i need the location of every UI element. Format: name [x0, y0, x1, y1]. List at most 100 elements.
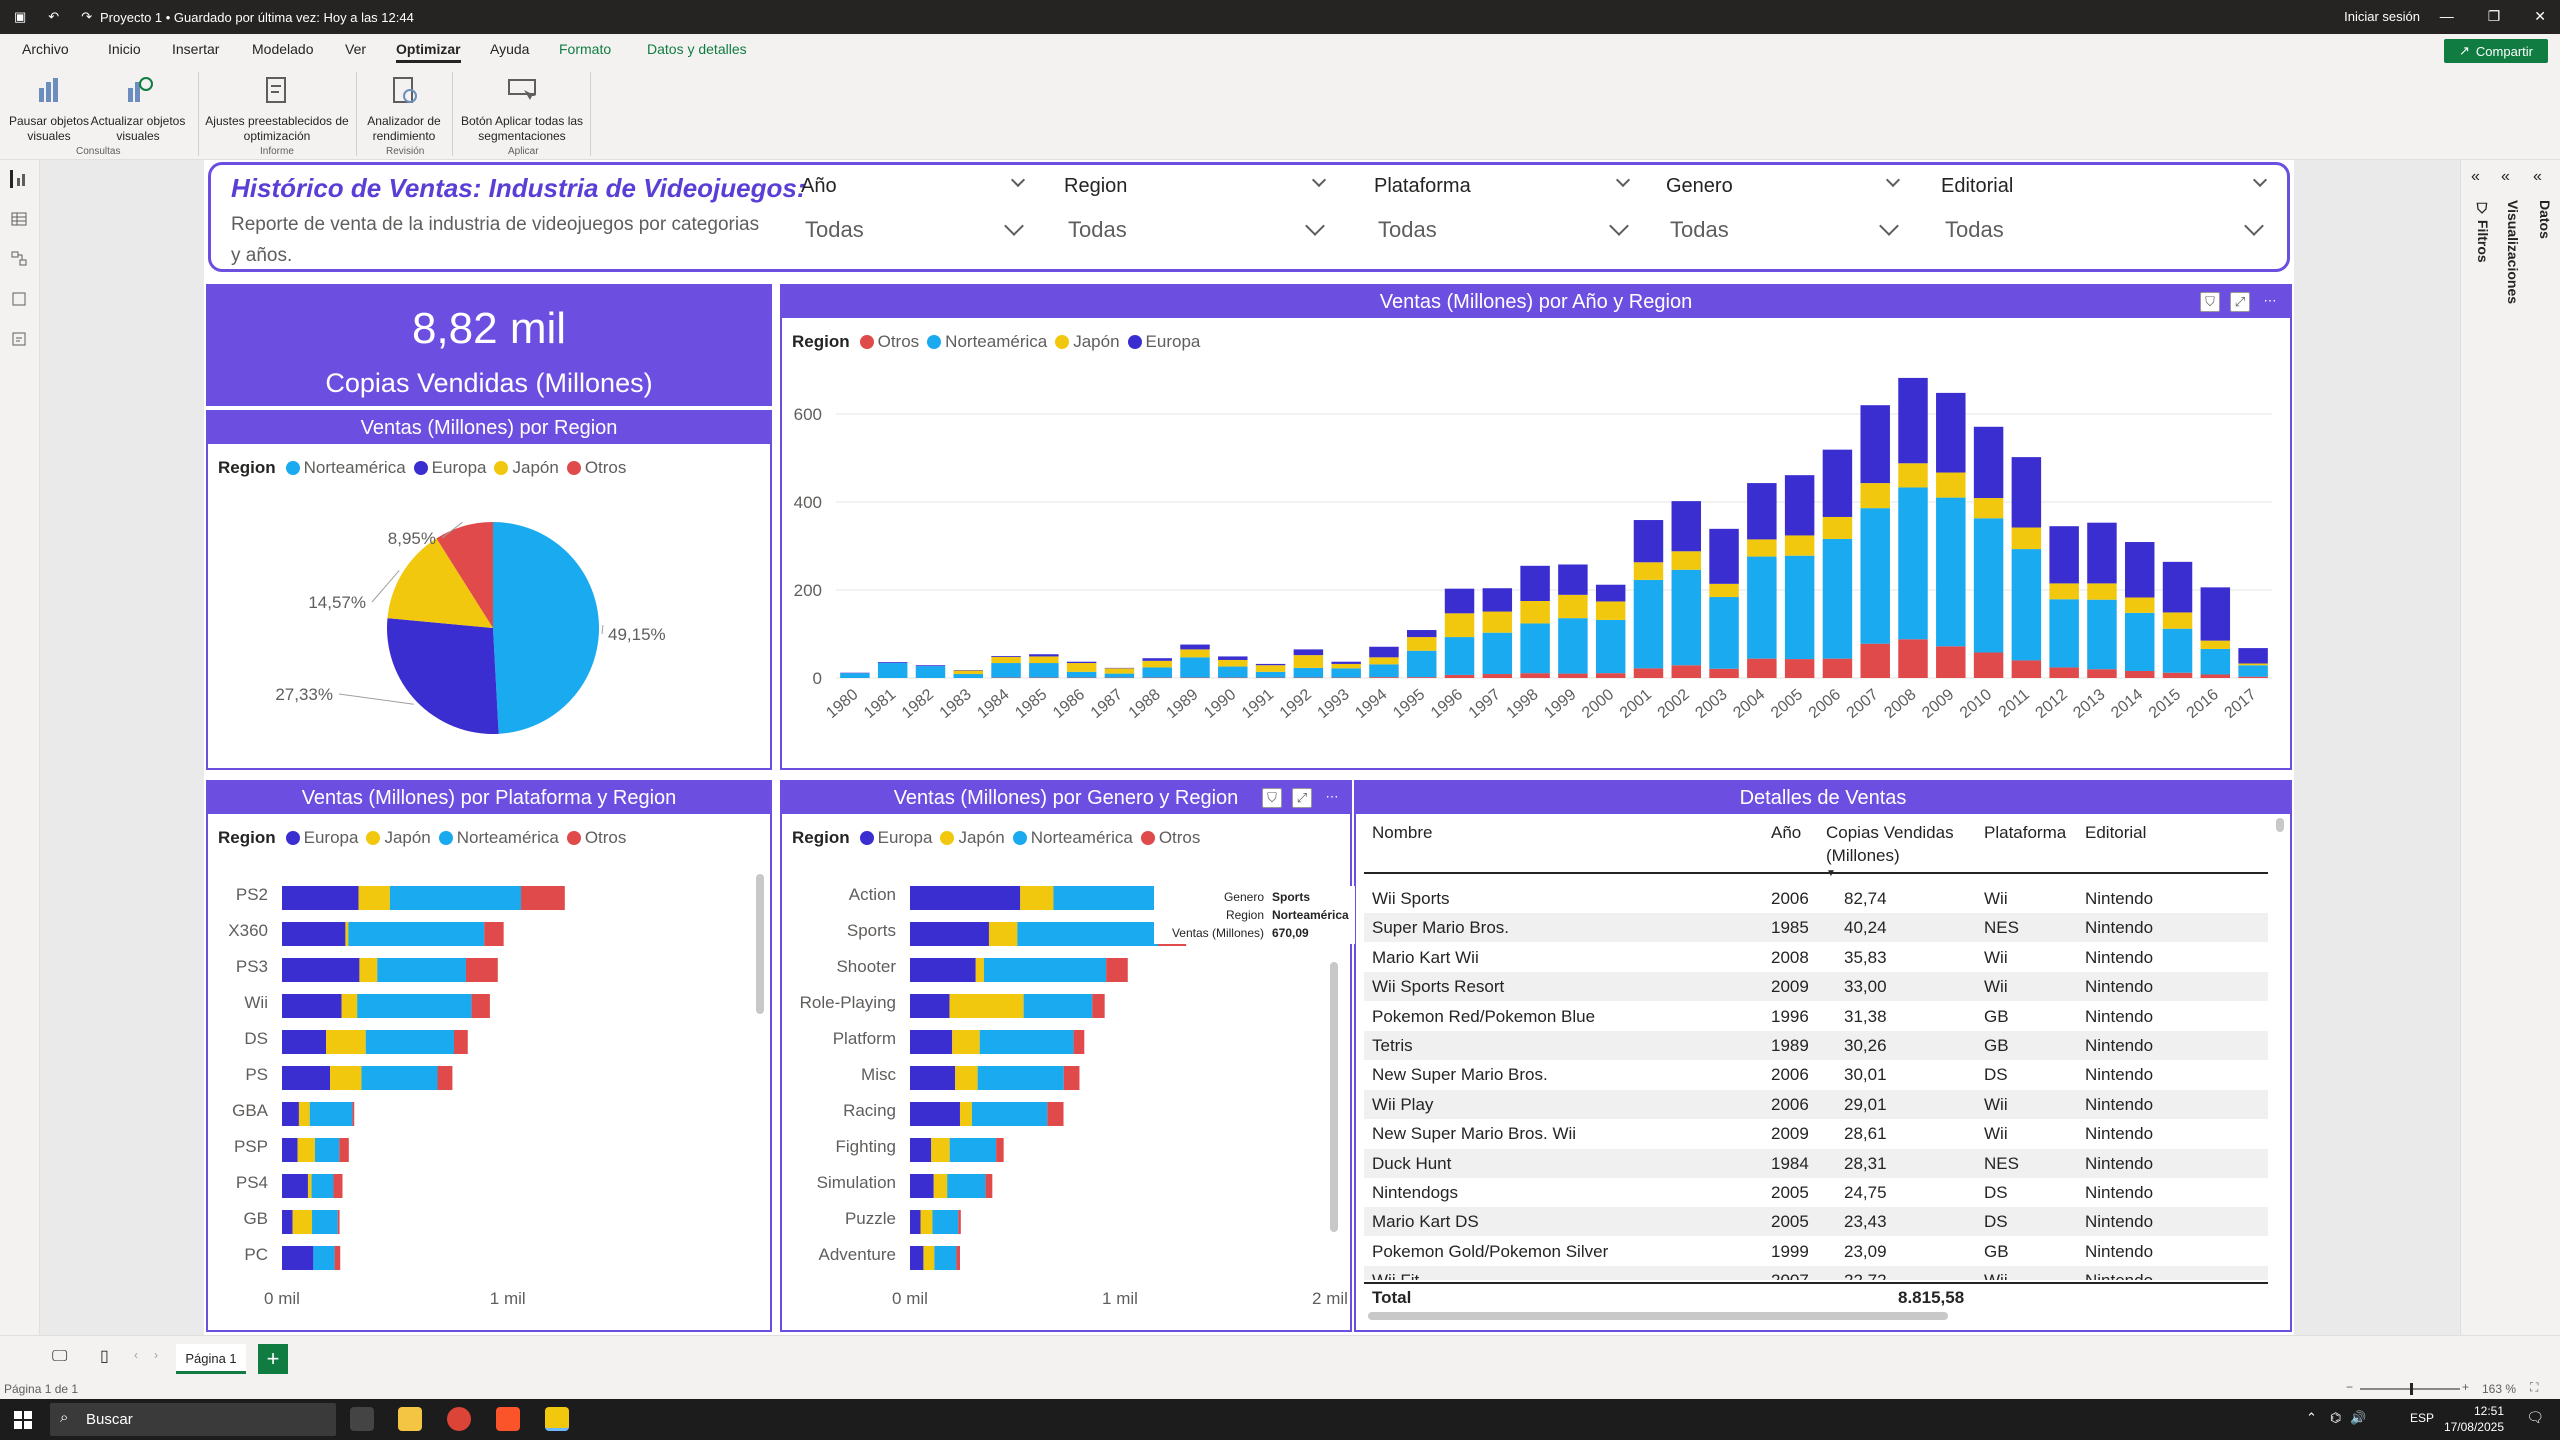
- legend-item[interactable]: Japón: [1055, 332, 1120, 352]
- table-row[interactable]: Wii Play 2006 29,01 Wii Nintendo: [1364, 1089, 2268, 1119]
- chevron-down-icon[interactable]: [1609, 216, 1629, 236]
- table-row[interactable]: Wii Sports Resort 2009 33,00 Wii Nintendo: [1364, 972, 2268, 1002]
- collapse-data-icon[interactable]: «: [2533, 168, 2542, 185]
- data-pane-tab[interactable]: Datos: [2537, 200, 2553, 239]
- table-row[interactable]: Wii Fit 2007 22,72 Wii Nintendo: [1364, 1266, 2268, 1280]
- apply-slicers-button[interactable]: Botón Aplicar todas las segmentaciones: [458, 74, 586, 144]
- table-row[interactable]: Pokemon Red/Pokemon Blue 1996 31,38 GB Ninte…: [1364, 1002, 2268, 1031]
- table-row[interactable]: Mario Kart DS 2005 23,43 DS Nintendo: [1364, 1207, 2268, 1237]
- legend-item[interactable]: Norteamérica: [1012, 828, 1133, 848]
- network-icon[interactable]: ⌬: [2330, 1410, 2342, 1425]
- visuals-pane-tab[interactable]: Visualizaciones: [2505, 200, 2521, 305]
- zoom-minus-icon[interactable]: −: [2346, 1380, 2354, 1394]
- desktop-layout-icon[interactable]: 🖵: [52, 1348, 68, 1365]
- minimize-icon[interactable]: —: [2439, 8, 2454, 24]
- table-row[interactable]: Mario Kart Wii 2008 35,83 Wii Nintendo: [1364, 943, 2268, 972]
- table-row[interactable]: Nintendogs 2005 24,75 DS Nintendo: [1364, 1178, 2268, 1207]
- genre-scrollbar[interactable]: [1330, 962, 1338, 1232]
- slicer-genero-value[interactable]: Todas: [1670, 217, 1729, 242]
- tab-formato[interactable]: Formato: [559, 41, 612, 57]
- slicer-genero[interactable]: Genero Todas: [1666, 169, 1911, 242]
- clock[interactable]: 12:51 17/08/2025: [2444, 1403, 2504, 1435]
- powerbi-icon[interactable]: [545, 1407, 569, 1431]
- table-row[interactable]: Super Mario Bros. 1985 40,24 NES Nintendo: [1364, 913, 2268, 943]
- col-nombre[interactable]: Nombre: [1372, 823, 1433, 842]
- slicer-editorial-value[interactable]: Todas: [1945, 217, 2004, 242]
- mobile-layout-icon[interactable]: ▯: [100, 1348, 109, 1365]
- legend-item[interactable]: Europa: [285, 828, 358, 848]
- table-vscrollbar[interactable]: [2276, 818, 2284, 832]
- focus-mode-icon[interactable]: ⤢: [2230, 292, 2250, 312]
- legend-item[interactable]: Otros: [566, 828, 626, 848]
- filter-icon[interactable]: ⛉: [2200, 292, 2220, 312]
- refresh-visuals-button[interactable]: Actualizar objetos visuales: [90, 74, 186, 144]
- table-view-icon[interactable]: [10, 210, 30, 228]
- col-copias[interactable]: Copias Vendidas (Millones): [1826, 823, 1954, 865]
- tab-ayuda[interactable]: Ayuda: [490, 41, 530, 57]
- chevron-down-icon[interactable]: [1004, 216, 1024, 236]
- platform-chart-panel[interactable]: Ventas (Millones) por Plataforma y Regio…: [206, 780, 772, 1332]
- tab-archivo[interactable]: Archivo: [22, 41, 69, 57]
- close-icon[interactable]: ✕: [2534, 8, 2546, 24]
- year-chart-panel[interactable]: Ventas (Millones) por Año y Region ⛉ ⤢ ⋯ R…: [780, 284, 2292, 770]
- slicer-plataforma-value[interactable]: Todas: [1378, 217, 1437, 242]
- tray-chevron-icon[interactable]: ⌃: [2306, 1410, 2317, 1425]
- window-title[interactable]: Proyecto 1 • Guardado por última vez: Ho…: [100, 10, 414, 25]
- performance-analyzer-button[interactable]: Analizador de rendimiento: [360, 74, 448, 144]
- legend-item[interactable]: Europa: [413, 458, 486, 478]
- tab-ver[interactable]: Ver: [345, 41, 367, 57]
- legend-item[interactable]: Otros: [566, 458, 626, 478]
- more-options-icon[interactable]: ⋯: [1325, 789, 1339, 804]
- notifications-icon[interactable]: 🗨: [2526, 1409, 2544, 1425]
- file-explorer-icon[interactable]: [398, 1407, 422, 1431]
- volume-icon[interactable]: 🔊: [2350, 1410, 2367, 1425]
- save-icon[interactable]: ▣: [14, 9, 27, 24]
- slicer-anio-value[interactable]: Todas: [805, 217, 864, 242]
- table-row[interactable]: New Super Mario Bros. Wii 2009 28,61 Wii Nin…: [1364, 1119, 2268, 1148]
- zoom-thumb[interactable]: [2410, 1383, 2413, 1395]
- table-row[interactable]: Duck Hunt 1984 28,31 NES Nintendo: [1364, 1148, 2268, 1178]
- model-view-icon[interactable]: [10, 250, 30, 268]
- filters-pane-tab[interactable]: ⛉ Filtros: [2475, 202, 2491, 263]
- optimization-presets-button[interactable]: Ajustes preestablecidos de optimización: [204, 74, 350, 144]
- undo-icon[interactable]: ↶: [48, 9, 60, 24]
- task-view-icon[interactable]: [350, 1407, 374, 1431]
- legend-item[interactable]: Japón: [940, 828, 1005, 848]
- tab-modelado[interactable]: Modelado: [252, 41, 314, 57]
- fit-page-icon[interactable]: ⛶: [2530, 1380, 2539, 1394]
- table-hscrollbar[interactable]: [1368, 1312, 1948, 1320]
- language-indicator[interactable]: ESP: [2410, 1411, 2435, 1425]
- legend-item[interactable]: Norteamérica: [438, 828, 559, 848]
- page-tab[interactable]: Página 1: [176, 1344, 246, 1374]
- pause-visuals-button[interactable]: Pausar objetos visuales: [6, 74, 92, 144]
- col-editorial[interactable]: Editorial: [2085, 823, 2147, 842]
- tab-insertar[interactable]: Insertar: [172, 41, 220, 57]
- legend-item[interactable]: Japón: [494, 458, 559, 478]
- brave-icon[interactable]: [496, 1407, 520, 1431]
- windows-start-icon[interactable]: [14, 1411, 32, 1429]
- col-plataforma[interactable]: Plataforma: [1984, 823, 2067, 842]
- slicer-region[interactable]: Region Todas: [1064, 169, 1329, 242]
- legend-item[interactable]: Japón: [366, 828, 431, 848]
- focus-mode-icon[interactable]: ⤢: [1292, 788, 1312, 808]
- redo-icon[interactable]: ↷: [81, 9, 93, 24]
- filter-icon[interactable]: ⛉: [1262, 788, 1282, 808]
- kpi-card[interactable]: 8,82 mil Copias Vendidas (Millones): [206, 284, 772, 406]
- taskbar-search[interactable]: ⌕ Buscar: [50, 1403, 336, 1436]
- slicer-anio[interactable]: Año Todas: [801, 169, 1031, 242]
- slicer-editorial[interactable]: Editorial Todas: [1941, 169, 2271, 242]
- tab-datos-detalles[interactable]: Datos y detalles: [647, 41, 747, 57]
- collapse-filters-icon[interactable]: «: [2471, 168, 2480, 185]
- chevron-down-icon[interactable]: [2244, 216, 2264, 236]
- legend-item[interactable]: Otros: [1140, 828, 1200, 848]
- tmdl-view-icon[interactable]: [10, 330, 30, 348]
- tab-inicio[interactable]: Inicio: [108, 41, 141, 57]
- legend-item[interactable]: Europa: [1127, 332, 1200, 352]
- platform-scrollbar[interactable]: [756, 874, 764, 1014]
- col-anio[interactable]: Año: [1771, 823, 1802, 842]
- chrome-icon[interactable]: [447, 1407, 471, 1431]
- genre-chart-panel[interactable]: Ventas (Millones) por Genero y Region ⛉ ⤢…: [780, 780, 1352, 1332]
- pie-chart-panel[interactable]: Ventas (Millones) por Region Region Norte…: [206, 410, 772, 770]
- legend-item[interactable]: Norteamérica: [285, 458, 406, 478]
- share-button[interactable]: ↗ Compartir: [2444, 39, 2548, 63]
